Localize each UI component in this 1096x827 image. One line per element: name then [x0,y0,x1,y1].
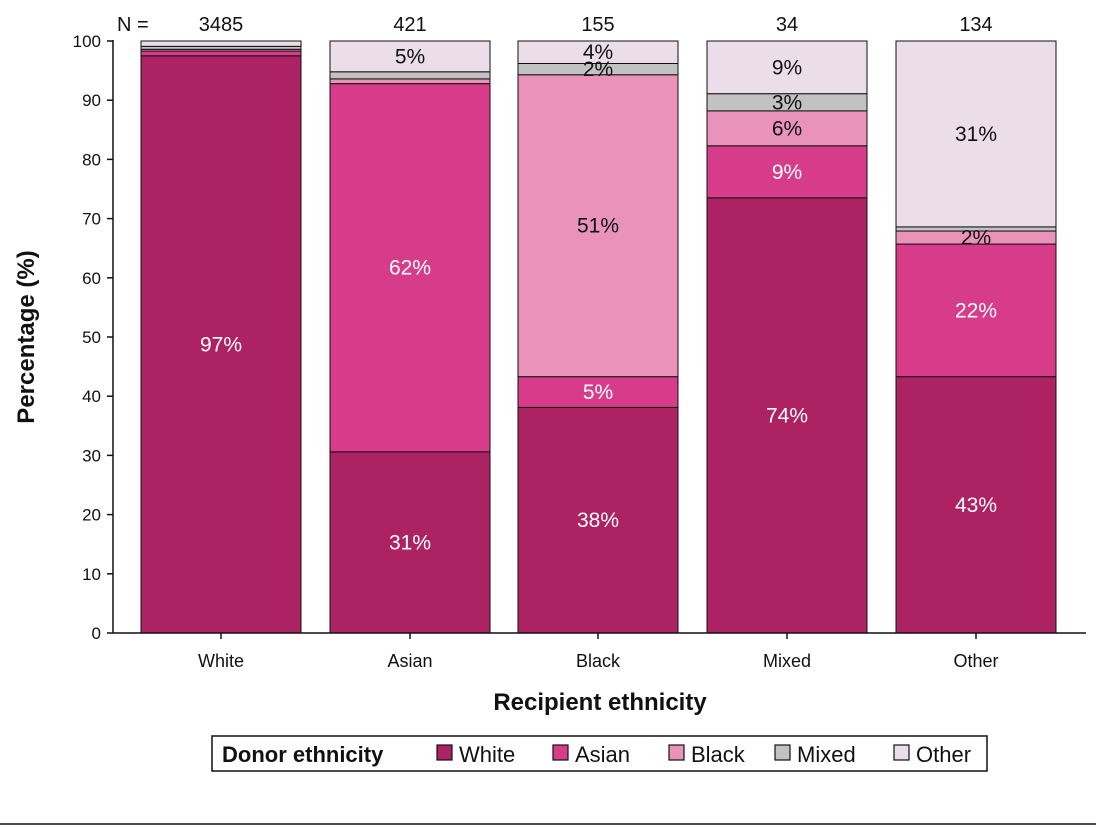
y-tick-label: 70 [82,210,101,229]
y-axis-title: Percentage (%) [13,250,40,423]
data-label-mixed-asian: 9% [772,161,802,184]
bar-segment-asian-asian [329,83,491,453]
bar-segment-other-other [895,40,1057,228]
segment-labels: 97%31%62%5%38%5%51%2%4%74%9%6%3%9%43%22%… [200,41,997,554]
bar-segment-mixed-other [706,40,868,95]
legend: Donor ethnicity White Asian Black Mixed Othe… [211,735,988,772]
bar-segment-asian-mixed [329,71,491,80]
n-counts: N = 3485 421 155 34 134 [117,14,993,36]
bar-segment-black-other [517,40,679,64]
y-tick-label: 30 [82,446,101,465]
legend-swatch-mixed [774,744,791,761]
n-count-white: 3485 [199,14,244,36]
y-tick-label: 10 [82,565,101,584]
n-prefix-label: N = [117,14,149,36]
y-tick-label: 90 [82,91,101,110]
bar-segment-asian-white [329,451,491,634]
data-label-black-mixed: 2% [583,58,613,81]
data-label-black-other: 4% [583,41,613,64]
n-count-other: 134 [959,14,992,36]
bar-segment-mixed-black [706,110,868,147]
legend-frame [211,735,988,772]
n-count-mixed: 34 [776,14,798,36]
data-label-other-black: 2% [961,227,991,250]
data-label-mixed-other: 9% [772,56,802,79]
legend-label-black: Black [691,742,746,767]
data-label-other-other: 31% [955,123,997,146]
x-tick-label-other: Other [953,651,998,671]
legend-items: White Asian Black Mixed Other [436,742,971,767]
data-label-black-asian: 5% [583,381,613,404]
data-label-asian-asian: 62% [389,257,431,280]
bar-segment-black-black [517,74,679,378]
legend-swatch-black [668,744,685,761]
x-axis-title: Recipient ethnicity [493,689,707,716]
x-tick-label-mixed: Mixed [763,651,811,671]
bar-segment-white-other [140,40,302,47]
bar-segment-asian-black [329,78,491,85]
y-tick-label: 80 [82,150,101,169]
y-tick-label: 40 [82,387,101,406]
data-label-asian-other: 5% [395,45,425,68]
data-label-other-white: 43% [955,494,997,517]
data-label-black-black: 51% [577,215,619,238]
legend-label-other: Other [916,742,971,767]
y-tick-label: 20 [82,506,101,525]
n-count-asian: 421 [393,14,426,36]
data-label-white-white: 97% [200,333,242,356]
bar-segment-asian-other [329,40,491,73]
data-label-mixed-mixed: 3% [772,91,802,114]
bar-segment-white-asian [140,50,302,57]
legend-title: Donor ethnicity [222,742,384,767]
legend-label-asian: Asian [575,742,630,767]
data-label-mixed-white: 74% [766,404,808,427]
legend-label-mixed: Mixed [797,742,856,767]
bar-segment-mixed-asian [706,145,868,199]
x-tick-label-white: White [198,651,244,671]
data-label-black-white: 38% [577,509,619,532]
data-label-other-asian: 22% [955,299,997,322]
n-count-black: 155 [581,14,614,36]
x-tick-label-black: Black [576,651,621,671]
x-category-labels: White Asian Black Mixed Other [198,633,999,671]
legend-swatch-asian [552,744,569,761]
y-tick-label: 100 [73,32,101,51]
data-label-asian-white: 31% [389,531,431,554]
data-label-mixed-black: 6% [772,117,802,140]
y-ticks: 0 10 20 30 40 50 60 70 80 90 100 [73,32,113,643]
x-tick-label-asian: Asian [387,651,432,671]
bars-layer [140,40,1057,634]
y-tick-label: 0 [92,624,101,643]
legend-label-white: White [459,742,515,767]
y-tick-label: 60 [82,269,101,288]
legend-swatch-other [893,744,910,761]
bar-segment-other-asian [895,243,1057,378]
bar-segment-mixed-white [706,197,868,634]
bar-segment-other-white [895,376,1057,634]
bar-segment-white-white [140,55,302,634]
y-tick-label: 50 [82,328,101,347]
legend-swatch-white [436,744,453,761]
